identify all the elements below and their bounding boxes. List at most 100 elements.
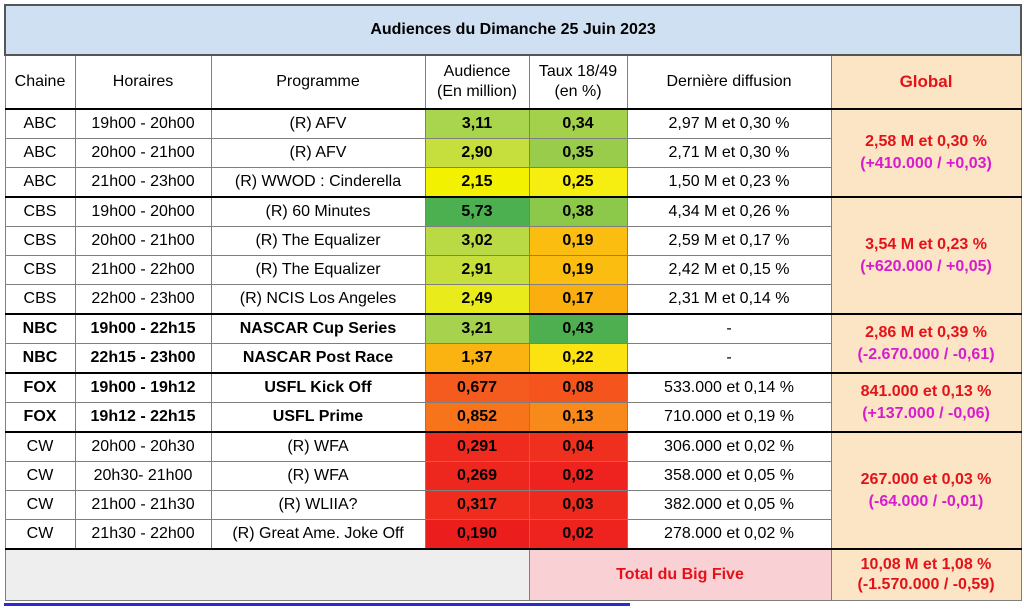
cell-taux: 0,19 (528, 255, 628, 285)
header-taux: Taux 18/49 (en %) (528, 54, 628, 110)
global-cw-main: 267.000 et 0,03 % (860, 470, 992, 488)
cell-horaires: 22h00 - 23h00 (74, 284, 212, 315)
table-row: NBC 22h15 - 23h00 NASCAR Post Race 1,37 0,22… (4, 343, 1021, 374)
header-taux-line1: Taux 18/49 (538, 63, 618, 80)
header-programme: Programme (210, 54, 426, 110)
cell-taux: 0,04 (528, 431, 628, 462)
cell-taux: 0,13 (528, 402, 628, 433)
header-taux-line2: (en %) (554, 83, 602, 100)
audience-table: Audiences du Dimanche 25 Juin 2023 Chain… (3, 4, 1023, 601)
table-row: ABC 21h00 - 23h00 (R) WWOD : Cinderella 2,1… (4, 167, 1021, 198)
cell-taux: 0,02 (528, 519, 628, 550)
cell-audience: 2,15 (424, 167, 530, 198)
cell-derniere: 2,59 M et 0,17 % (626, 226, 832, 256)
table-row: CW 20h00 - 20h30 (R) WFA 0,291 0,04 306.000 e… (4, 431, 1022, 550)
cell-chaine: NBC (4, 343, 76, 374)
global-nbc: 2,86 M et 0,39 % (-2.670.000 / -0,61) (830, 313, 1022, 374)
table-title: Audiences du Dimanche 25 Juin 2023 (3, 4, 1023, 56)
cell-taux: 0,08 (528, 372, 628, 403)
cell-audience: 3,11 (424, 108, 530, 139)
total-main: 10,08 M et 1,08 % (860, 556, 992, 573)
cell-horaires: 21h30 - 22h00 (74, 519, 212, 550)
cell-derniere: 306.000 et 0,02 % (626, 431, 832, 462)
cell-derniere: 2,42 M et 0,15 % (626, 255, 832, 285)
cell-programme: NASCAR Post Race (210, 343, 426, 374)
cell-chaine: CW (4, 490, 76, 520)
table-row: CW 20h30- 21h00 (R) WFA 0,269 0,02 358.000 et… (4, 461, 1021, 491)
cell-programme: (R) WFA (210, 431, 426, 462)
global-fox-main: 841.000 et 0,13 % (860, 382, 992, 400)
cell-derniere: 278.000 et 0,02 % (626, 519, 832, 550)
cell-horaires: 20h00 - 21h00 (74, 226, 212, 256)
cell-audience: 2,90 (424, 138, 530, 168)
cell-programme: NASCAR Cup Series (210, 313, 426, 344)
cell-taux: 0,34 (528, 108, 628, 139)
cell-audience: 5,73 (424, 196, 530, 227)
global-cbs: 3,54 M et 0,23 % (+620.000 / +0,05) (830, 196, 1022, 315)
header-chaine: Chaine (4, 54, 76, 110)
cell-audience: 0,291 (424, 431, 530, 462)
cell-derniere: - (626, 343, 832, 374)
cell-programme: (R) 60 Minutes (210, 196, 426, 227)
table-row: NBC 19h00 - 22h15 NASCAR Cup Series 3,21 0,4… (4, 313, 1022, 374)
cell-audience: 2,49 (424, 284, 530, 315)
cell-programme: (R) The Equalizer (210, 226, 426, 256)
footer-row: Total du Big Five 10,08 M et 1,08 % (-1.57… (4, 548, 1022, 601)
cell-horaires: 19h12 - 22h15 (74, 402, 212, 433)
cell-chaine: CBS (4, 196, 76, 227)
cell-taux: 0,19 (528, 226, 628, 256)
cell-programme: (R) AFV (210, 138, 426, 168)
table-row: ABC 20h00 - 21h00 (R) AFV 2,90 0,35 2,71 M et… (4, 138, 1021, 168)
global-fox: 841.000 et 0,13 % (+137.000 / -0,06) (830, 372, 1022, 433)
cell-derniere: 4,34 M et 0,26 % (626, 196, 832, 227)
cell-taux: 0,22 (528, 343, 628, 374)
table-row: CW 21h00 - 21h30 (R) WLIIA? 0,317 0,03 382.00… (4, 490, 1021, 520)
cell-taux: 0,43 (528, 313, 628, 344)
cell-audience: 2,91 (424, 255, 530, 285)
cell-derniere: 710.000 et 0,19 % (626, 402, 832, 433)
cell-chaine: CBS (4, 284, 76, 315)
cell-horaires: 21h00 - 22h00 (74, 255, 212, 285)
footer-empty (4, 548, 530, 601)
cell-chaine: CW (4, 431, 76, 462)
cell-programme: (R) NCIS Los Angeles (210, 284, 426, 315)
global-cw: 267.000 et 0,03 % (-64.000 / -0,01) (830, 431, 1022, 550)
table-row: CBS 21h00 - 22h00 (R) The Equalizer 2,91 0,1… (4, 255, 1021, 285)
cell-horaires: 19h00 - 19h12 (74, 372, 212, 403)
cell-derniere: - (626, 313, 832, 344)
cell-derniere: 2,71 M et 0,30 % (626, 138, 832, 168)
table-row: CW 21h30 - 22h00 (R) Great Ame. Joke Off 0,… (4, 519, 1021, 550)
global-abc: 2,58 M et 0,30 % (+410.000 / +0,03) (830, 108, 1022, 198)
global-cw-sub: (-64.000 / -0,01) (868, 492, 984, 510)
cell-horaires: 21h00 - 21h30 (74, 490, 212, 520)
cell-programme: (R) WFA (210, 461, 426, 491)
header-row: Chaine Horaires Programme Audience (En mi… (4, 54, 1022, 110)
cell-programme: USFL Kick Off (210, 372, 426, 403)
cell-audience: 0,190 (424, 519, 530, 550)
cell-horaires: 19h00 - 22h15 (74, 313, 212, 344)
cell-chaine: FOX (4, 372, 76, 403)
total-label: Total du Big Five (528, 548, 832, 601)
cell-audience: 1,37 (424, 343, 530, 374)
table-row: FOX 19h00 - 19h12 USFL Kick Off 0,677 0,08 53… (4, 372, 1022, 433)
cell-chaine: NBC (4, 313, 76, 344)
cell-chaine: CBS (4, 255, 76, 285)
cell-programme: (R) WLIIA? (210, 490, 426, 520)
cell-horaires: 20h30- 21h00 (74, 461, 212, 491)
table-row: ABC 19h00 - 20h00 (R) AFV 3,11 0,34 2,97 M et… (4, 108, 1022, 198)
cell-derniere: 382.000 et 0,05 % (626, 490, 832, 520)
cell-horaires: 20h00 - 20h30 (74, 431, 212, 462)
bottom-blue-line (4, 603, 630, 606)
cell-audience: 0,317 (424, 490, 530, 520)
cell-audience: 3,02 (424, 226, 530, 256)
cell-programme: (R) The Equalizer (210, 255, 426, 285)
total-value: 10,08 M et 1,08 % (-1.570.000 / -0,59) (830, 548, 1022, 601)
global-cbs-sub: (+620.000 / +0,05) (860, 257, 992, 275)
cell-programme: USFL Prime (210, 402, 426, 433)
cell-horaires: 20h00 - 21h00 (74, 138, 212, 168)
cell-chaine: CW (4, 461, 76, 491)
cell-audience: 3,21 (424, 313, 530, 344)
cell-taux: 0,03 (528, 490, 628, 520)
cell-horaires: 22h15 - 23h00 (74, 343, 212, 374)
global-abc-sub: (+410.000 / +0,03) (860, 155, 992, 172)
